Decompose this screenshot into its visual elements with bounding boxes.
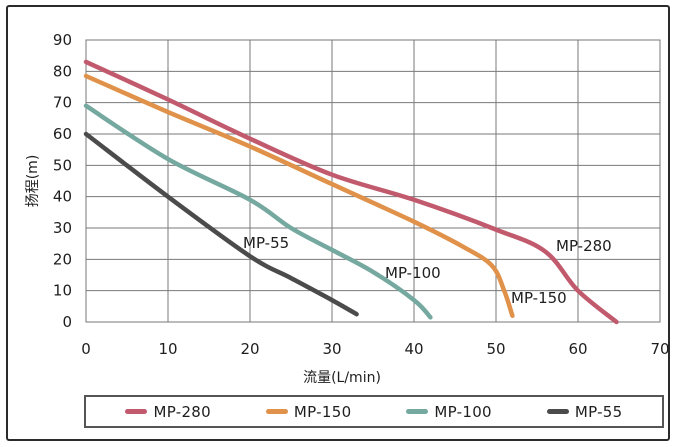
series-label-mp100: MP-100 xyxy=(385,264,441,282)
x-tick-label: 30 xyxy=(322,340,341,358)
y-tick-label: 0 xyxy=(62,313,72,331)
grid-lines xyxy=(86,40,660,322)
y-tick-label: 60 xyxy=(53,125,72,143)
plot-area xyxy=(85,39,661,323)
y-tick-label: 90 xyxy=(53,31,72,49)
x-tick-label: 40 xyxy=(404,340,423,358)
series-label-mp55: MP-55 xyxy=(243,234,289,252)
series-label-mp280: MP-280 xyxy=(556,237,612,255)
y-tick-label: 50 xyxy=(53,156,72,174)
legend-swatch xyxy=(546,409,569,414)
y-tick-label: 70 xyxy=(53,94,72,112)
series-line-mp-100 xyxy=(83,103,433,320)
x-tick-labels: 0 10 20 30 40 50 60 70 xyxy=(81,340,669,358)
legend-label: MP-150 xyxy=(293,402,352,421)
legend-label: MP-55 xyxy=(574,402,623,421)
x-tick-label: 60 xyxy=(568,340,587,358)
legend-item-mp-150: MP-150 xyxy=(265,402,352,421)
legend-item-mp-55: MP-55 xyxy=(546,402,623,421)
x-tick-label: 0 xyxy=(81,340,91,358)
legend-label: MP-280 xyxy=(153,402,211,421)
legend: MP-280 MP-150 MP-100 MP-55 xyxy=(84,395,664,428)
series-line-mp-280 xyxy=(83,59,619,325)
y-tick-label: 80 xyxy=(53,62,72,80)
y-tick-label: 10 xyxy=(53,282,72,300)
y-tick-labels: 0 10 20 30 40 50 60 70 80 90 xyxy=(53,31,72,331)
legend-label: MP-100 xyxy=(434,402,492,421)
legend-item-mp-280: MP-280 xyxy=(125,403,211,421)
x-tick-label: 20 xyxy=(240,340,259,358)
y-tick-label: 20 xyxy=(53,250,72,268)
series-lines xyxy=(83,59,619,325)
y-tick-label: 30 xyxy=(53,219,72,237)
series-line-mp-55 xyxy=(83,131,359,317)
legend-swatch xyxy=(406,409,429,414)
x-tick-label: 10 xyxy=(158,340,177,358)
legend-swatch xyxy=(125,409,148,414)
legend-swatch xyxy=(265,409,288,414)
x-tick-label: 50 xyxy=(486,340,505,358)
y-axis-label: 扬程(m) xyxy=(25,155,41,208)
legend-item-mp-100: MP-100 xyxy=(406,403,492,421)
series-label-mp150: MP-150 xyxy=(511,289,567,307)
series-line-mp-150 xyxy=(83,73,515,318)
x-tick-label: 70 xyxy=(650,340,669,358)
x-axis-label: 流量(L/min) xyxy=(303,370,381,386)
y-tick-label: 40 xyxy=(53,188,72,206)
